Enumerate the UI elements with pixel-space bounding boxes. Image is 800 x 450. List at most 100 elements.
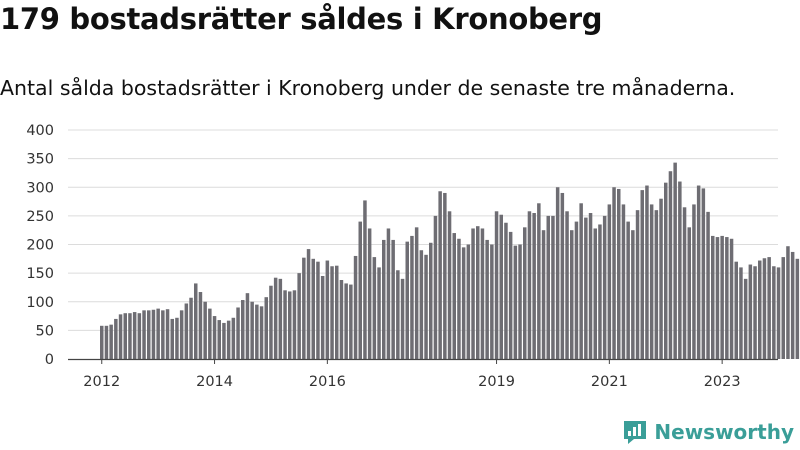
bar	[391, 239, 395, 359]
bar	[443, 192, 447, 359]
x-tick-label: 2019	[478, 374, 515, 390]
bar	[137, 313, 142, 359]
bar	[523, 227, 527, 359]
bar	[222, 322, 226, 359]
bar	[208, 308, 212, 359]
bar	[283, 290, 287, 359]
bar	[217, 320, 221, 359]
bar	[635, 210, 640, 359]
bar	[640, 190, 644, 359]
bar	[363, 200, 367, 359]
bar	[438, 191, 442, 359]
bar	[649, 204, 654, 359]
bar	[593, 228, 597, 359]
bar	[161, 310, 165, 359]
bar	[598, 224, 602, 359]
bar	[781, 257, 785, 359]
brand-name: Newsworthy	[654, 420, 794, 444]
bar	[344, 283, 348, 359]
bar	[645, 185, 649, 359]
bar	[602, 215, 607, 360]
bar	[706, 211, 710, 359]
bar	[405, 241, 409, 359]
bar	[461, 247, 466, 359]
bar	[306, 249, 311, 359]
bar	[588, 213, 593, 359]
bar	[621, 204, 626, 359]
chart-subtitle: Antal sålda bostadsrätter i Kronoberg un…	[0, 76, 736, 100]
bar	[142, 310, 146, 359]
bar	[433, 215, 438, 360]
bar	[776, 267, 781, 359]
y-tick-label: 0	[45, 352, 54, 368]
bar	[537, 203, 541, 359]
bar	[555, 187, 560, 359]
bar	[579, 203, 583, 359]
bar	[659, 198, 663, 359]
bar	[184, 303, 189, 359]
bar	[382, 239, 386, 359]
bar	[269, 285, 273, 359]
x-tick-label: 2014	[196, 374, 233, 390]
bar	[367, 228, 372, 359]
bar	[100, 325, 104, 359]
bar	[734, 261, 738, 359]
bar	[696, 185, 701, 359]
bar	[320, 275, 325, 359]
bar	[203, 301, 207, 359]
bar	[617, 188, 621, 359]
bar	[128, 313, 132, 359]
bar	[123, 313, 127, 359]
bar	[175, 317, 179, 359]
bar	[452, 233, 456, 359]
bar	[790, 251, 795, 359]
bar	[236, 307, 240, 359]
bar	[165, 309, 170, 359]
bar	[748, 264, 753, 359]
y-tick-label: 50	[36, 323, 54, 339]
bar	[720, 235, 724, 359]
bar	[612, 187, 616, 359]
bar	[607, 204, 612, 359]
bar	[499, 214, 503, 359]
bar	[226, 320, 231, 359]
bar	[729, 238, 734, 359]
bar	[424, 254, 428, 359]
bar	[527, 211, 532, 359]
y-tick-label: 350	[26, 152, 54, 168]
bar	[245, 293, 250, 359]
x-tick-label: 2023	[704, 374, 741, 390]
bar	[349, 284, 353, 359]
bar	[212, 316, 217, 359]
bar	[447, 211, 452, 359]
bar	[170, 318, 174, 359]
bar	[701, 188, 706, 359]
bar	[400, 278, 405, 359]
bar	[692, 204, 696, 359]
bar	[711, 235, 715, 359]
brand-logo: Newsworthy	[622, 419, 794, 445]
bar	[584, 217, 588, 359]
bar	[330, 266, 334, 359]
bar	[316, 261, 320, 359]
newsworthy-logo-icon	[624, 421, 647, 444]
bar	[758, 260, 762, 359]
y-tick-label: 250	[26, 209, 54, 225]
bar	[532, 213, 536, 359]
bar	[476, 226, 480, 359]
bar	[678, 181, 682, 359]
bar	[339, 280, 344, 359]
bar	[114, 318, 118, 359]
y-tick-label: 400	[26, 123, 54, 139]
bar	[132, 312, 137, 359]
y-tick-label: 100	[26, 295, 54, 311]
bar	[297, 273, 301, 360]
bar	[255, 304, 259, 359]
bar	[494, 211, 499, 359]
bar	[419, 250, 424, 359]
x-tick-label: 2016	[309, 374, 346, 390]
x-tick-label: 2012	[83, 374, 120, 390]
bar	[668, 171, 673, 359]
bar	[278, 278, 283, 359]
